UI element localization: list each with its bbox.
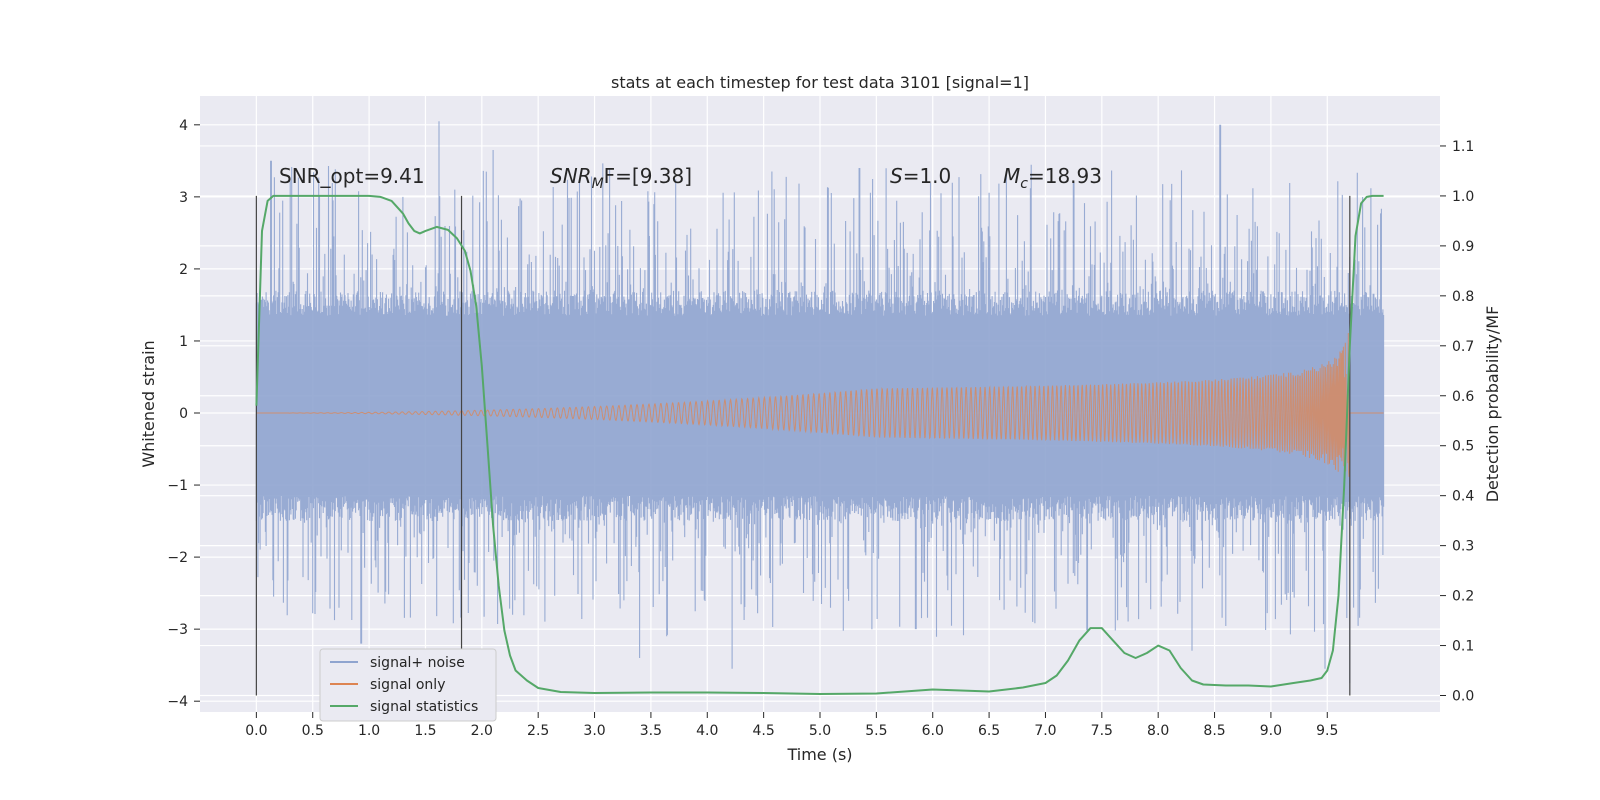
y2-tick-label: 0.5 [1452, 439, 1474, 455]
x-tick-label: 5.5 [865, 723, 887, 739]
legend: signal+ noise signal only signal statist… [319, 648, 497, 722]
y-tick-label: −4 [167, 694, 188, 710]
chart-title: stats at each timestep for test data 310… [611, 73, 1029, 92]
y2-tick-label: 0.2 [1452, 589, 1474, 605]
x-tick-label: 3.5 [640, 723, 662, 739]
legend-label-signal-only: signal only [370, 677, 445, 693]
statistics-line [255, 194, 1384, 695]
x-tick-label: 3.0 [583, 723, 605, 739]
x-tick-label: 1.0 [358, 723, 380, 739]
x-tick-label: 2.0 [471, 723, 493, 739]
legend-label-signal-noise: signal+ noise [370, 655, 465, 671]
legend-label-signal-statistics: signal statistics [370, 699, 478, 715]
x-tick-label: 8.0 [1147, 723, 1169, 739]
x-tick-label: 8.5 [1203, 723, 1225, 739]
signal-only-series [256, 332, 1384, 478]
y2-tick-label: 0.0 [1452, 689, 1474, 705]
y2-tick-label: 0.8 [1452, 289, 1474, 305]
y-tick-label: 1 [179, 334, 188, 350]
x-tick-label: 2.5 [527, 723, 549, 739]
y-tick-label: 0 [179, 406, 188, 422]
x-axis-label: Time (s) [786, 745, 852, 764]
chirp-trace [256, 332, 1384, 478]
x-tick-label: 7.5 [1091, 723, 1113, 739]
x-tick-label: 9.0 [1260, 723, 1282, 739]
annotation-s: S=1.0 [890, 164, 951, 188]
vertical-marker-lines [255, 195, 1351, 696]
y-tick-label: −1 [167, 478, 188, 494]
annotation-snr-mf: SNRMF=[9.38] [550, 164, 692, 192]
annotation-snr-opt: SNR_opt=9.41 [279, 164, 425, 188]
x-tick-label: 5.0 [809, 723, 831, 739]
y2-tick-label: 0.7 [1452, 339, 1474, 355]
y2-tick-label: 0.1 [1452, 639, 1474, 655]
axis-ticks: 0.0 0.5 1.0 1.5 2.0 2.5 3.0 3.5 4.0 4.5 5.0 5.5 6.0 6… [167, 118, 1474, 739]
y2-tick-label: 0.3 [1452, 539, 1474, 555]
y2-tick-label: 1.1 [1452, 139, 1474, 155]
y-tick-label: 4 [179, 118, 188, 134]
y-tick-label: −2 [167, 550, 188, 566]
annotation-mc: Mc=18.93 [1003, 164, 1102, 192]
x-tick-label: 0.5 [302, 723, 324, 739]
legend-box [319, 648, 497, 722]
y2-tick-label: 1.0 [1452, 189, 1474, 205]
x-tick-label: 6.0 [922, 723, 944, 739]
x-tick-label: 9.5 [1316, 723, 1338, 739]
y2-axis-label: Detection probability/MF [1483, 306, 1502, 503]
y2-tick-label: 0.6 [1452, 389, 1474, 405]
x-tick-label: 6.5 [978, 723, 1000, 739]
x-tick-label: 4.0 [696, 723, 718, 739]
y2-tick-label: 0.4 [1452, 489, 1474, 505]
y2-tick-label: 0.9 [1452, 239, 1474, 255]
y-tick-label: 3 [179, 190, 188, 206]
y-tick-label: −3 [167, 622, 188, 638]
x-tick-label: 1.5 [414, 723, 436, 739]
y-tick-label: 2 [179, 262, 188, 278]
y-axis-label: Whitened strain [139, 340, 158, 467]
x-tick-label: 0.0 [245, 723, 267, 739]
x-tick-label: 7.0 [1034, 723, 1056, 739]
x-tick-label: 4.5 [753, 723, 775, 739]
signal-statistics-series [255, 194, 1384, 695]
